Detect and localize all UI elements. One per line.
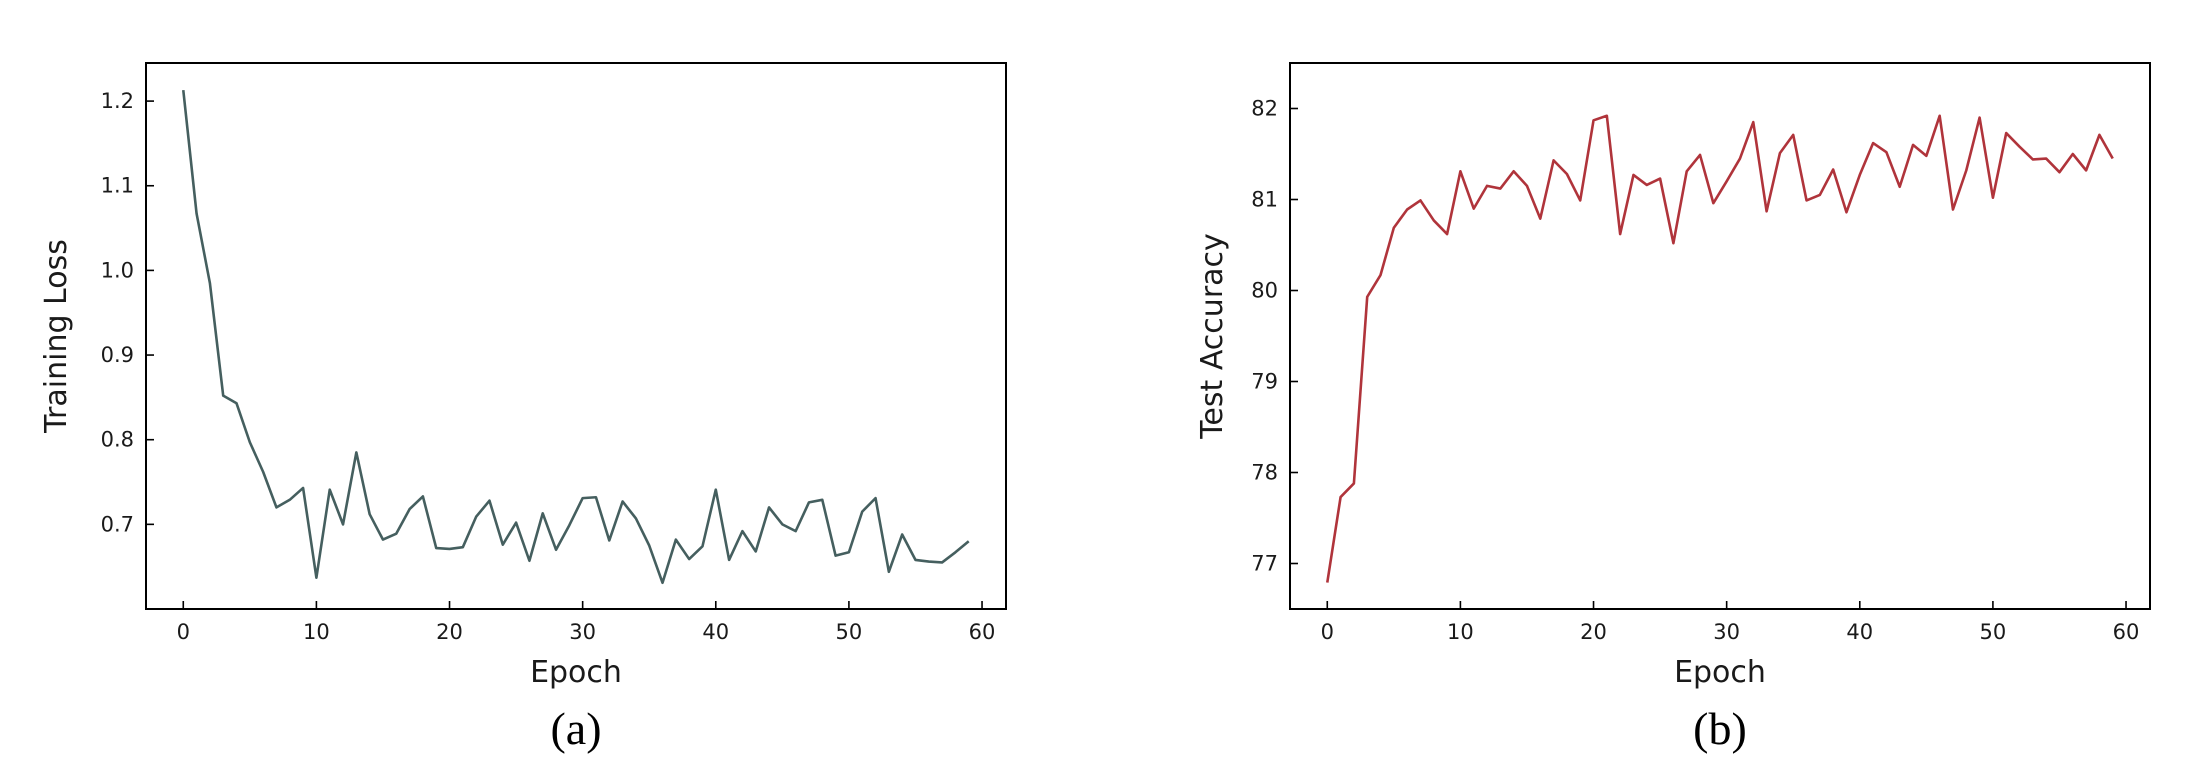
x-tick-label: 30: [1713, 620, 1740, 644]
y-tick-label: 79: [1251, 370, 1278, 394]
y-tick-label: 78: [1251, 461, 1278, 485]
y-tick-label: 0.9: [101, 343, 134, 367]
chart-panel-b: 0 10 20 30 40 50 60 77 78 79 80 81 82 Epoch Test Accur…: [1195, 62, 2151, 754]
y-tick-label: 81: [1251, 188, 1278, 212]
y-tick-label: 1.2: [101, 89, 134, 113]
x-tick-label: 50: [1980, 620, 2007, 644]
x-tick-label: 60: [969, 620, 996, 644]
x-tick-label: 30: [569, 620, 596, 644]
x-tick-label: 50: [836, 620, 863, 644]
series-line-b: [1325, 114, 2114, 583]
x-tick-label: 10: [1447, 620, 1474, 644]
x-tick-label: 60: [2113, 620, 2140, 644]
x-tick-label: 20: [436, 620, 463, 644]
y-tick-label: 0.7: [101, 512, 134, 536]
y-tick-label: 82: [1251, 97, 1278, 121]
x-axis-label: Epoch: [1674, 655, 1766, 690]
y-tick-label: 77: [1251, 552, 1278, 576]
plot-frame-b: [1289, 62, 2151, 610]
y-tick-label: 0.8: [101, 428, 134, 452]
y-tick-label: 1.1: [101, 174, 134, 198]
x-tick-label: 40: [1846, 620, 1873, 644]
x-tick-label: 0: [1321, 620, 1334, 644]
panel-caption-b: (b): [1693, 703, 1747, 754]
x-axis-label: Epoch: [530, 655, 622, 690]
y-axis-label: Test Accuracy: [1195, 233, 1230, 440]
chart-panel-a: 0 10 20 30 40 50 60 0.7 0.8 0.9 1.0 1.1 1.2 Epoch Trai…: [39, 62, 1007, 754]
y-axis-label: Training Loss: [39, 239, 74, 434]
y-tick-label: 80: [1251, 279, 1278, 303]
x-tick-label: 0: [177, 620, 190, 644]
x-tick-label: 10: [303, 620, 330, 644]
series-line-a: [181, 89, 970, 585]
x-tick-label: 20: [1580, 620, 1607, 644]
x-tick-label: 40: [702, 620, 729, 644]
panel-caption-a: (a): [550, 703, 601, 754]
plot-frame-a: [145, 62, 1007, 610]
y-tick-label: 1.0: [101, 258, 134, 282]
